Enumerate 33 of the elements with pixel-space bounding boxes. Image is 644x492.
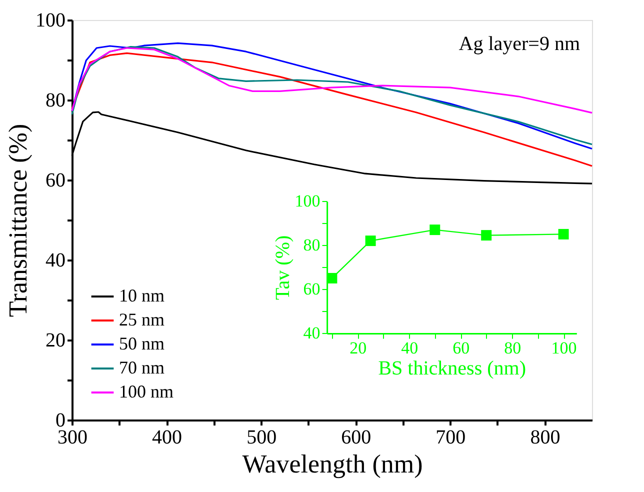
legend-label: 100 nm — [119, 382, 174, 402]
x-axis-title: BS thickness (nm) — [378, 358, 526, 380]
legend-label: 50 nm — [119, 334, 165, 354]
x-tick-label: 600 — [341, 426, 372, 448]
legend-label: 25 nm — [119, 310, 165, 330]
y-tick-label: 80 — [303, 236, 320, 255]
y-tick-label: 100 — [294, 192, 320, 211]
x-axis-title: Wavelength (nm) — [242, 450, 423, 478]
legend-label: 10 nm — [119, 286, 165, 306]
y-axis-title: Transmittance (%) — [4, 124, 32, 318]
x-tick-label: 800 — [530, 426, 560, 448]
x-tick-label: 400 — [152, 426, 182, 448]
y-tick-label: 80 — [46, 90, 66, 112]
point — [430, 224, 440, 236]
point — [365, 236, 376, 246]
y-tick-label: 40 — [46, 250, 66, 272]
y-tick-label: 60 — [303, 280, 320, 299]
x-tick-label: 500 — [246, 426, 277, 448]
x-tick-label: 80 — [504, 338, 522, 358]
legend-label: 70 nm — [119, 358, 165, 378]
point — [481, 230, 492, 241]
y-axis-title: Tav (%) — [272, 235, 294, 300]
point — [326, 272, 338, 284]
x-tick-label: 40 — [401, 338, 418, 358]
y-tick-label: 60 — [46, 170, 66, 192]
x-tick-label: 700 — [436, 426, 466, 448]
x-tick-label: 20 — [350, 338, 367, 358]
y-tick-label: 40 — [303, 324, 320, 343]
annotation: Ag layer=9 nm — [458, 33, 580, 55]
x-tick-label: 60 — [452, 338, 470, 358]
point — [558, 228, 569, 240]
x-tick-label: 100 — [551, 338, 577, 358]
y-tick-label: 100 — [36, 10, 66, 32]
